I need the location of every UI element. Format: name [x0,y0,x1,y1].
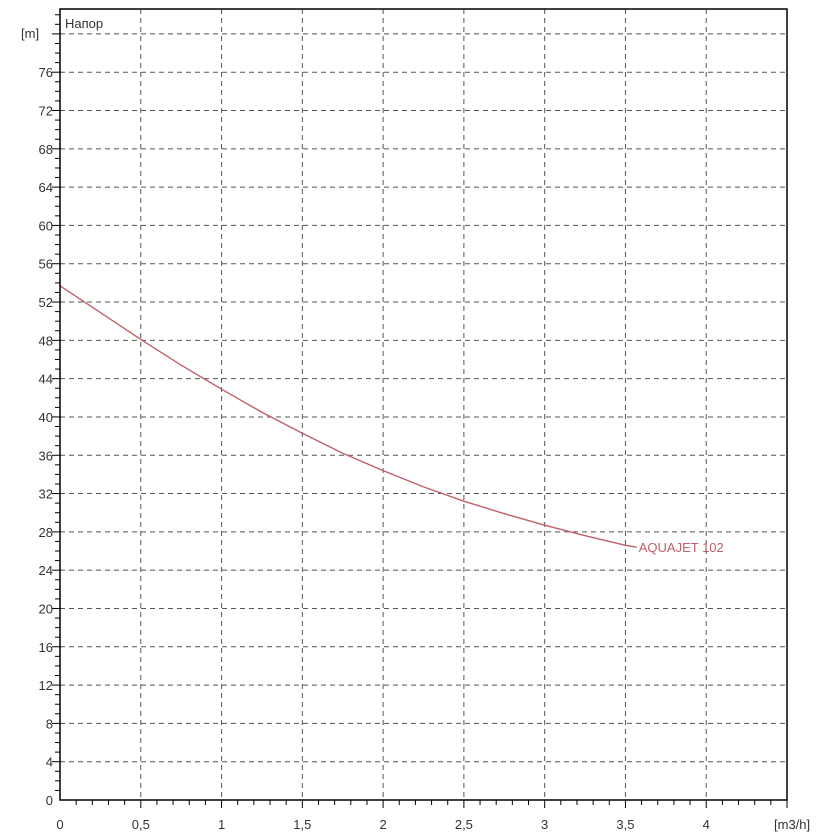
y-tick-label: 28 [39,525,53,540]
x-tick-label: 2,5 [455,817,473,832]
series-line [59,285,637,548]
y-tick-label: 48 [39,333,53,348]
x-tick-label: 3 [541,817,548,832]
y-tick-label: 60 [39,218,53,233]
y-tick-label: 24 [39,563,53,578]
plot-frame [59,8,788,801]
x-tick-label: 0 [56,817,63,832]
y-axis-label: [m] [21,26,39,41]
y-tick-label: 8 [46,716,53,731]
chart-title: Напор [65,16,103,31]
y-tick-label: 4 [46,755,53,770]
grid [60,9,787,800]
y-tick-label: 12 [39,678,53,693]
x-tick-label: 3,5 [616,817,634,832]
y-tick-label: 64 [39,180,53,195]
y-tick-label: 44 [39,372,53,387]
y-tick-label: 76 [39,65,53,80]
x-tick-label: 1 [218,817,225,832]
y-tick-label: 72 [39,104,53,119]
series-label: AQUAJET 102 [639,540,724,555]
y-tick-label: 16 [39,640,53,655]
series-layer: AQUAJET 102 [59,285,724,555]
x-tick-label: 2 [379,817,386,832]
x-tick-label: 1,5 [293,817,311,832]
y-tick-label: 52 [39,295,53,310]
x-tick-label: 4 [703,817,710,832]
y-tick-label: 20 [39,601,53,616]
x-tick-label: 0,5 [132,817,150,832]
y-tick-label: 56 [39,257,53,272]
y-tick-label: 32 [39,487,53,502]
x-axis-label: [m3/h] [774,817,810,832]
y-tick-label: 36 [39,448,53,463]
y-tick-label: 0 [46,793,53,808]
y-tick-label: 68 [39,142,53,157]
y-tick-label: 40 [39,410,53,425]
